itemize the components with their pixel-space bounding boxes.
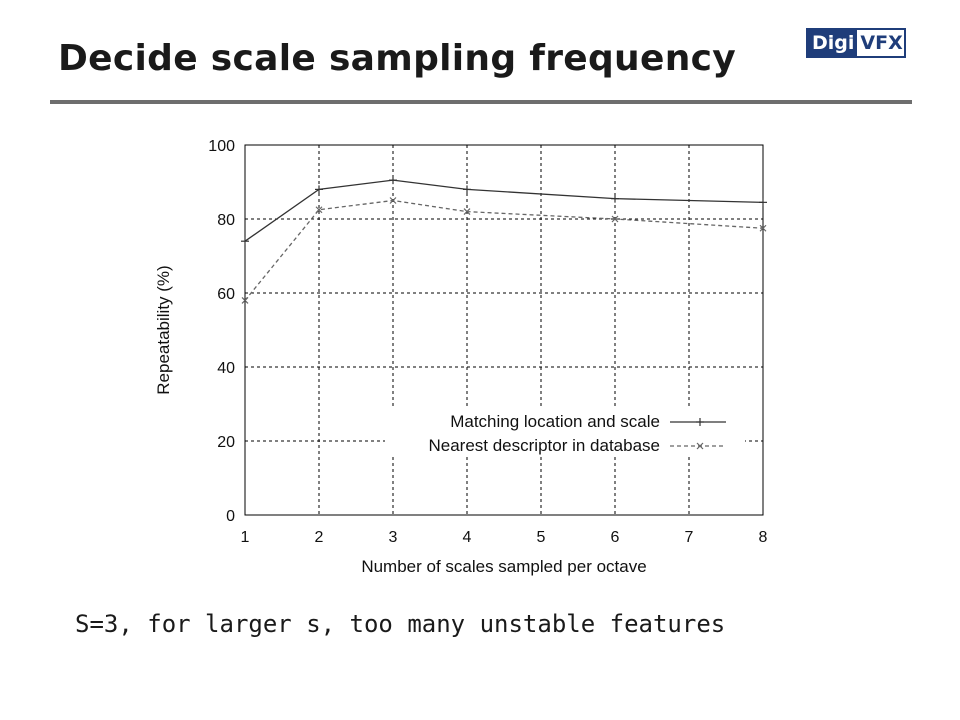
point-marker <box>759 224 767 232</box>
point-marker <box>241 296 249 304</box>
y-tick-label: 60 <box>217 286 235 303</box>
slide-title: Decide scale sampling frequency <box>58 38 737 79</box>
y-tick-label: 100 <box>208 138 235 155</box>
logo-right-text: VFX <box>860 32 903 54</box>
x-tick-label: 8 <box>759 529 768 546</box>
x-tick-label: 5 <box>537 529 546 546</box>
x-tick-label: 4 <box>463 529 472 546</box>
y-tick-label: 40 <box>217 360 235 377</box>
x-tick-label: 7 <box>685 529 694 546</box>
y-axis-label: Repeatability (%) <box>154 265 173 394</box>
y-tick-label: 80 <box>217 212 235 229</box>
point-marker <box>611 215 619 223</box>
title-divider <box>50 100 912 104</box>
logo-left-text: Digi <box>808 30 858 56</box>
legend-label: Matching location and scale <box>450 412 660 431</box>
chart-legend: Matching location and scale Nearest descr… <box>385 409 745 455</box>
point-marker <box>315 206 323 214</box>
digivfx-logo: Digi VFX <box>806 28 906 58</box>
point-marker <box>696 442 704 450</box>
slide-caption: S=3, for larger s, too many unstable fea… <box>75 610 726 638</box>
legend-bg <box>385 409 745 431</box>
chart-series <box>241 176 767 304</box>
x-tick-label: 3 <box>389 529 398 546</box>
x-axis-label: Number of scales sampled per octave <box>361 557 646 576</box>
legend-bg <box>385 433 745 455</box>
y-tick-label: 0 <box>226 508 235 525</box>
series-line-1 <box>244 179 764 242</box>
series-line-2 <box>244 199 764 301</box>
point-marker <box>389 197 397 204</box>
y-tick-label: 20 <box>217 434 235 451</box>
plot-frame <box>244 144 764 516</box>
legend-label: Nearest descriptor in database <box>428 436 660 455</box>
x-tick-label: 1 <box>241 529 250 546</box>
x-tick-label: 6 <box>611 529 620 546</box>
x-tick-label: 2 <box>315 529 324 546</box>
point-marker <box>463 208 471 216</box>
